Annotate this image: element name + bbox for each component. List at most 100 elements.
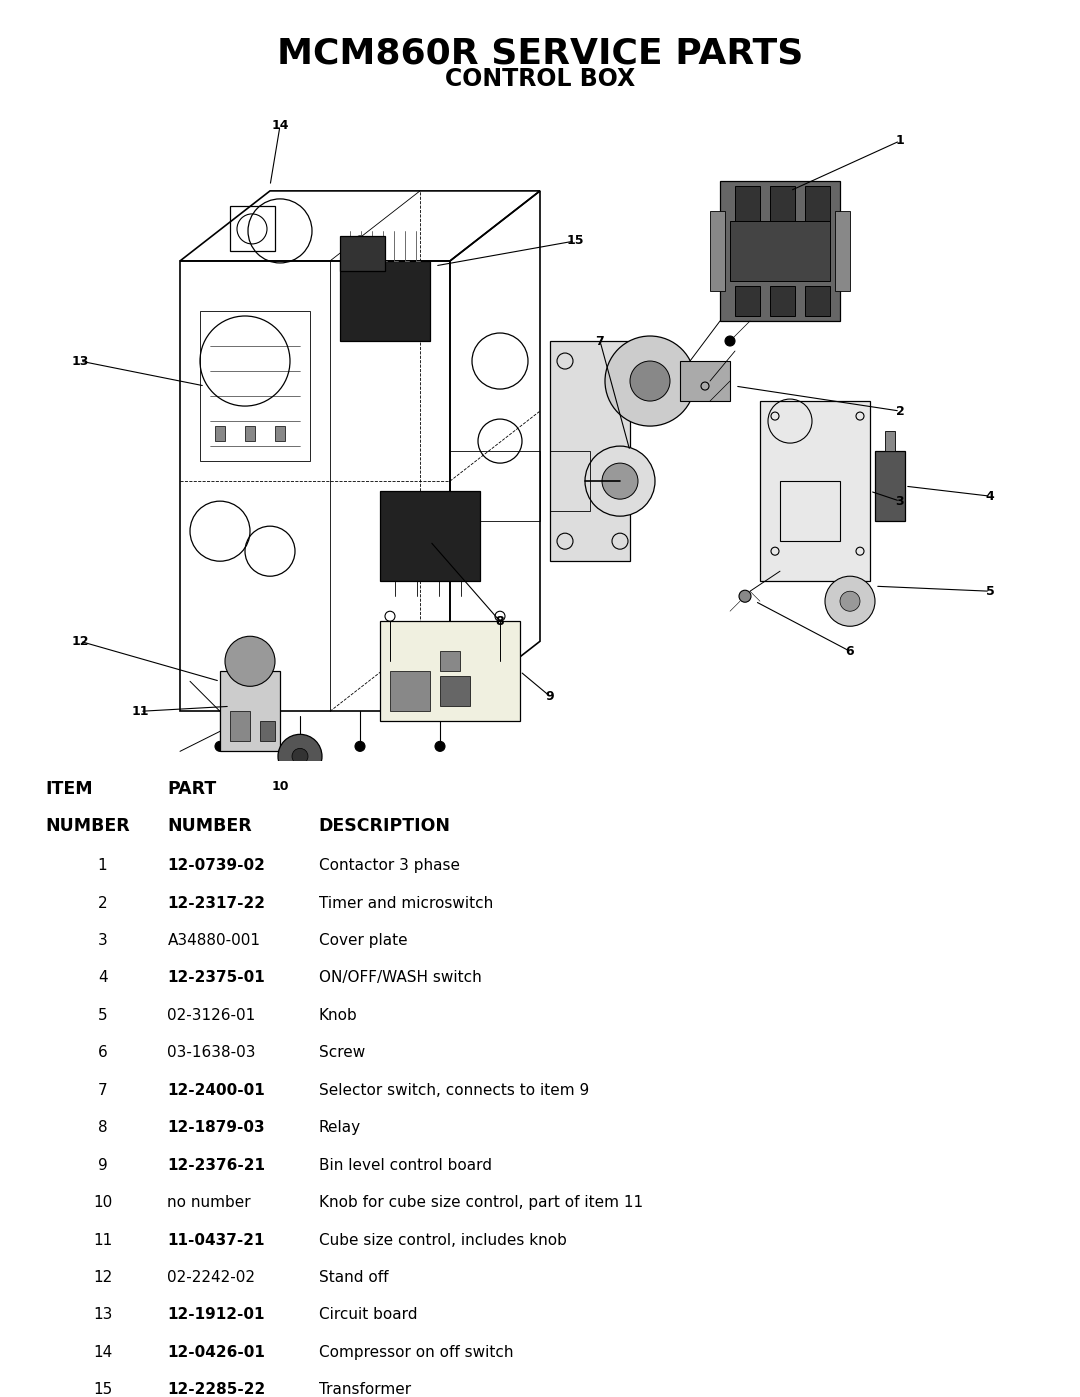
Text: 4: 4 bbox=[986, 489, 995, 503]
Text: no number: no number bbox=[167, 1194, 251, 1210]
Bar bbox=[230, 711, 249, 742]
Text: ON/OFF/WASH switch: ON/OFF/WASH switch bbox=[319, 971, 482, 985]
Circle shape bbox=[355, 236, 365, 246]
Text: 3: 3 bbox=[895, 495, 904, 507]
Bar bbox=[215, 426, 225, 441]
Circle shape bbox=[355, 742, 365, 752]
Text: Cover plate: Cover plate bbox=[319, 933, 407, 949]
Text: Knob for cube size control, part of item 11: Knob for cube size control, part of item… bbox=[319, 1194, 643, 1210]
Bar bbox=[550, 451, 590, 511]
Text: 10: 10 bbox=[271, 780, 288, 793]
Text: 12-1879-03: 12-1879-03 bbox=[167, 1120, 265, 1136]
Bar bbox=[340, 261, 430, 341]
Bar bbox=[735, 286, 760, 316]
Text: 11: 11 bbox=[93, 1232, 112, 1248]
Bar bbox=[770, 186, 795, 221]
Circle shape bbox=[225, 636, 275, 686]
Text: PART: PART bbox=[167, 780, 217, 798]
Bar bbox=[760, 401, 870, 581]
Bar bbox=[805, 186, 831, 221]
Circle shape bbox=[630, 360, 670, 401]
Text: 14: 14 bbox=[271, 119, 288, 133]
Text: Cube size control, includes knob: Cube size control, includes knob bbox=[319, 1232, 567, 1248]
Bar bbox=[275, 426, 285, 441]
Text: A34880-001: A34880-001 bbox=[167, 933, 260, 949]
Text: 13: 13 bbox=[93, 1308, 112, 1323]
Bar bbox=[885, 432, 895, 451]
Text: DESCRIPTION: DESCRIPTION bbox=[319, 817, 450, 835]
Bar bbox=[720, 180, 840, 321]
Text: 02-2242-02: 02-2242-02 bbox=[167, 1270, 255, 1285]
Bar bbox=[380, 622, 519, 721]
Text: 03-1638-03: 03-1638-03 bbox=[167, 1045, 256, 1060]
Text: 12-2376-21: 12-2376-21 bbox=[167, 1158, 266, 1172]
Bar bbox=[875, 451, 905, 521]
Text: 12-1912-01: 12-1912-01 bbox=[167, 1308, 265, 1323]
Bar bbox=[200, 312, 310, 461]
Text: Stand off: Stand off bbox=[319, 1270, 388, 1285]
Text: Screw: Screw bbox=[319, 1045, 365, 1060]
Bar bbox=[450, 451, 540, 521]
Text: 02-3126-01: 02-3126-01 bbox=[167, 1007, 256, 1023]
Circle shape bbox=[825, 576, 875, 626]
Text: 2: 2 bbox=[98, 895, 107, 911]
Circle shape bbox=[725, 337, 735, 346]
Text: 12-0426-01: 12-0426-01 bbox=[167, 1345, 266, 1359]
Text: 7: 7 bbox=[98, 1083, 107, 1098]
Bar bbox=[380, 492, 480, 581]
Bar bbox=[835, 211, 850, 291]
Bar bbox=[730, 221, 831, 281]
Bar bbox=[710, 211, 725, 291]
Text: 12: 12 bbox=[93, 1270, 112, 1285]
Text: 12-2400-01: 12-2400-01 bbox=[167, 1083, 266, 1098]
Bar bbox=[440, 676, 470, 707]
Text: 6: 6 bbox=[97, 1045, 108, 1060]
Text: Circuit board: Circuit board bbox=[319, 1308, 417, 1323]
Text: Selector switch, connects to item 9: Selector switch, connects to item 9 bbox=[319, 1083, 589, 1098]
Text: 13: 13 bbox=[71, 355, 89, 367]
Circle shape bbox=[435, 742, 445, 752]
Text: Knob: Knob bbox=[319, 1007, 357, 1023]
Text: 9: 9 bbox=[545, 690, 554, 703]
Text: 8: 8 bbox=[496, 615, 504, 627]
Bar bbox=[260, 721, 275, 742]
Text: 15: 15 bbox=[566, 235, 584, 247]
Text: NUMBER: NUMBER bbox=[45, 817, 130, 835]
Text: Transformer: Transformer bbox=[319, 1382, 410, 1397]
Text: CONTROL BOX: CONTROL BOX bbox=[445, 67, 635, 91]
Bar bbox=[735, 186, 760, 221]
Text: 8: 8 bbox=[98, 1120, 107, 1136]
Circle shape bbox=[605, 337, 696, 426]
Text: ITEM: ITEM bbox=[45, 780, 93, 798]
Bar bbox=[220, 672, 280, 752]
Circle shape bbox=[739, 590, 751, 602]
Text: NUMBER: NUMBER bbox=[167, 817, 252, 835]
Text: 10: 10 bbox=[93, 1194, 112, 1210]
Bar bbox=[245, 426, 255, 441]
Text: 7: 7 bbox=[596, 334, 605, 348]
Text: 14: 14 bbox=[93, 1345, 112, 1359]
Text: 9: 9 bbox=[97, 1158, 108, 1172]
Circle shape bbox=[278, 735, 322, 778]
Text: 12-2317-22: 12-2317-22 bbox=[167, 895, 266, 911]
Text: 12-2375-01: 12-2375-01 bbox=[167, 971, 266, 985]
Text: 12: 12 bbox=[71, 634, 89, 648]
Text: Bin level control board: Bin level control board bbox=[319, 1158, 491, 1172]
Text: 15: 15 bbox=[93, 1382, 112, 1397]
Circle shape bbox=[215, 742, 225, 752]
Text: 3: 3 bbox=[97, 933, 108, 949]
Text: 5: 5 bbox=[98, 1007, 107, 1023]
Bar bbox=[340, 236, 384, 271]
Text: Compressor on off switch: Compressor on off switch bbox=[319, 1345, 513, 1359]
Circle shape bbox=[292, 749, 308, 764]
Text: 12-2285-22: 12-2285-22 bbox=[167, 1382, 266, 1397]
Text: Relay: Relay bbox=[319, 1120, 361, 1136]
Text: 4: 4 bbox=[98, 971, 107, 985]
Bar bbox=[390, 672, 430, 711]
Text: 6: 6 bbox=[846, 645, 854, 658]
Text: Contactor 3 phase: Contactor 3 phase bbox=[319, 858, 460, 873]
Bar bbox=[805, 286, 831, 316]
Text: 11: 11 bbox=[132, 705, 149, 718]
Text: 1: 1 bbox=[895, 134, 904, 147]
Text: 2: 2 bbox=[895, 405, 904, 418]
